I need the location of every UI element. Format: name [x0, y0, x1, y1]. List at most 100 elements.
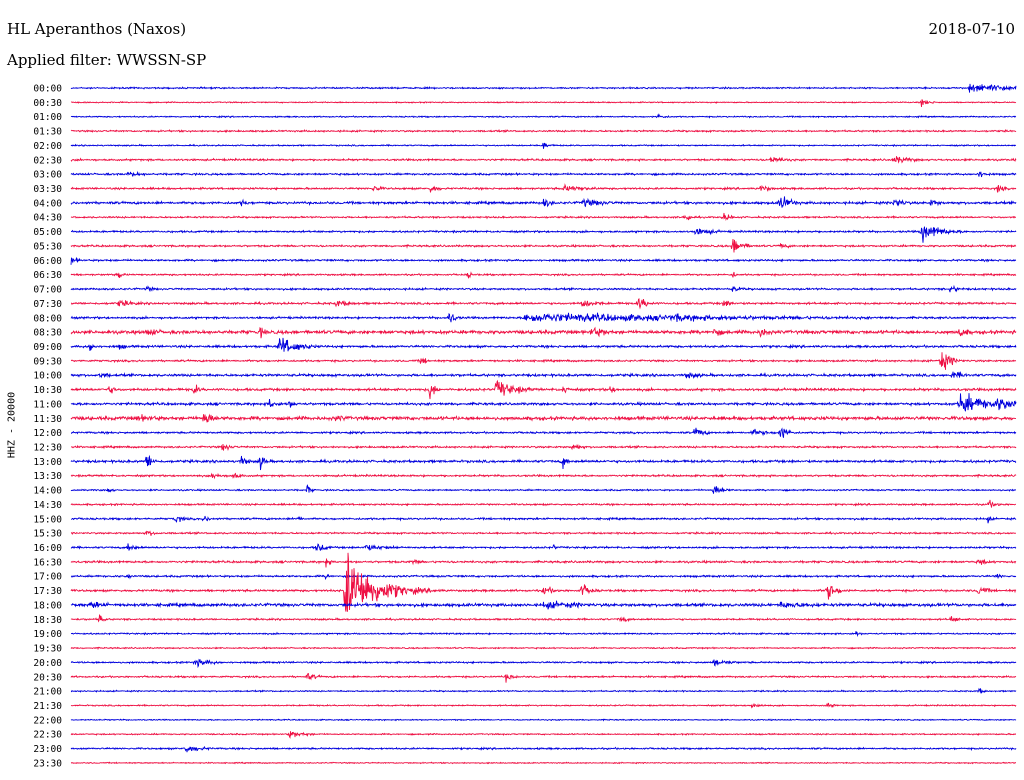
time-tick-label: 20:00 — [33, 658, 62, 669]
time-tick-label: 02:00 — [33, 141, 62, 152]
trace-line — [70, 702, 1017, 709]
trace-line — [70, 552, 1017, 612]
time-tick-label: 14:30 — [33, 500, 62, 511]
trace-line — [70, 113, 1017, 119]
time-tick-label: 16:30 — [33, 557, 62, 568]
trace-line — [70, 543, 1017, 552]
time-tick-label: 07:30 — [33, 299, 62, 310]
time-tick-label: 02:30 — [33, 155, 62, 166]
station-title: HL Aperanthos (Naxos) — [7, 20, 187, 38]
trace-line — [70, 128, 1017, 134]
trace-line — [70, 499, 1017, 508]
time-tick-label: 11:30 — [33, 414, 62, 425]
trace-line — [70, 393, 1017, 412]
time-tick-label: 08:30 — [33, 328, 62, 339]
time-tick-label: 06:30 — [33, 270, 62, 281]
trace-line — [70, 515, 1017, 524]
trace-line — [70, 312, 1017, 323]
trace-line — [70, 271, 1017, 279]
trace-line — [70, 170, 1017, 178]
time-tick-label: 12:30 — [33, 443, 62, 454]
trace-line — [70, 454, 1017, 471]
time-tick-label: 00:00 — [33, 84, 62, 95]
filter-label: Applied filter: WWSSN-SP — [7, 51, 207, 69]
trace-line — [70, 731, 1016, 739]
trace-line — [70, 472, 1017, 480]
time-tick-label: 03:00 — [33, 170, 62, 181]
time-tick-label: 15:30 — [33, 529, 62, 540]
trace-line — [70, 142, 1017, 149]
time-tick-label: 11:00 — [33, 399, 62, 410]
time-tick-label: 05:00 — [33, 227, 62, 238]
time-tick-label: 19:30 — [33, 644, 62, 655]
time-tick-label: 04:00 — [33, 198, 62, 209]
trace-line — [70, 484, 1016, 494]
trace-line — [70, 352, 1017, 370]
trace-line — [70, 600, 1017, 610]
time-tick-label: 09:30 — [33, 356, 62, 367]
time-tick-label: 12:00 — [33, 428, 62, 439]
record-date: 2018-07-10 — [928, 20, 1015, 38]
time-tick-label: 01:30 — [33, 127, 62, 138]
trace-line — [70, 631, 1017, 638]
trace-line — [70, 226, 1017, 243]
trace-line — [70, 443, 1017, 451]
trace-line — [70, 379, 1017, 400]
time-tick-label: 23:30 — [33, 758, 62, 769]
trace-line — [70, 530, 1017, 536]
time-tick-label: 20:30 — [33, 672, 62, 683]
time-tick-label: 07:00 — [33, 285, 62, 296]
time-tick-label: 13:00 — [33, 457, 62, 468]
time-tick-label: 13:30 — [33, 471, 62, 482]
trace-line — [70, 646, 1017, 651]
time-tick-label: 03:30 — [33, 184, 62, 195]
time-tick-label: 19:00 — [33, 629, 62, 640]
time-tick-label: 18:00 — [33, 600, 62, 611]
trace-line — [70, 413, 1017, 423]
time-tick-label: 04:30 — [33, 213, 62, 224]
time-tick-label: 16:00 — [33, 543, 62, 554]
trace-line — [70, 212, 1017, 221]
trace-line — [70, 687, 1017, 694]
time-tick-label: 21:00 — [33, 687, 62, 698]
time-tick-label: 22:30 — [33, 730, 62, 741]
trace-line — [70, 337, 1017, 352]
trace-line — [70, 284, 1017, 293]
trace-line — [70, 239, 1017, 253]
time-tick-label: 05:30 — [33, 241, 62, 252]
trace-line — [70, 761, 1017, 765]
trace-line — [70, 658, 1017, 669]
time-tick-label: 18:30 — [33, 615, 62, 626]
time-tick-label: 17:00 — [33, 572, 62, 583]
trace-line — [70, 427, 1017, 438]
trace-line — [70, 326, 1017, 339]
time-tick-label: 14:00 — [33, 486, 62, 497]
time-tick-label: 15:00 — [33, 514, 62, 525]
trace-line — [70, 99, 1017, 108]
trace-line — [70, 298, 1017, 310]
trace-line — [70, 673, 1017, 683]
trace-line — [70, 718, 1017, 722]
trace-line — [70, 156, 1017, 164]
time-tick-label: 17:30 — [33, 586, 62, 597]
time-tick-label: 22:00 — [33, 715, 62, 726]
time-tick-label: 10:00 — [33, 371, 62, 382]
trace-line — [70, 573, 1017, 581]
trace-line — [70, 83, 1017, 93]
time-tick-label: 23:00 — [33, 744, 62, 755]
time-tick-label: 01:00 — [33, 112, 62, 123]
trace-line — [70, 371, 1017, 380]
trace-line — [70, 257, 1017, 265]
trace-line — [70, 183, 1017, 193]
time-tick-label: 10:30 — [33, 385, 62, 396]
trace-line — [70, 558, 1017, 568]
time-tick-label: 08:00 — [33, 313, 62, 324]
trace-line — [70, 745, 1017, 753]
time-tick-label: 21:30 — [33, 701, 62, 712]
time-tick-label: 09:00 — [33, 342, 62, 353]
time-tick-label: 00:30 — [33, 98, 62, 109]
trace-line — [70, 196, 1017, 208]
trace-line — [70, 613, 1017, 623]
time-tick-label: 06:00 — [33, 256, 62, 267]
